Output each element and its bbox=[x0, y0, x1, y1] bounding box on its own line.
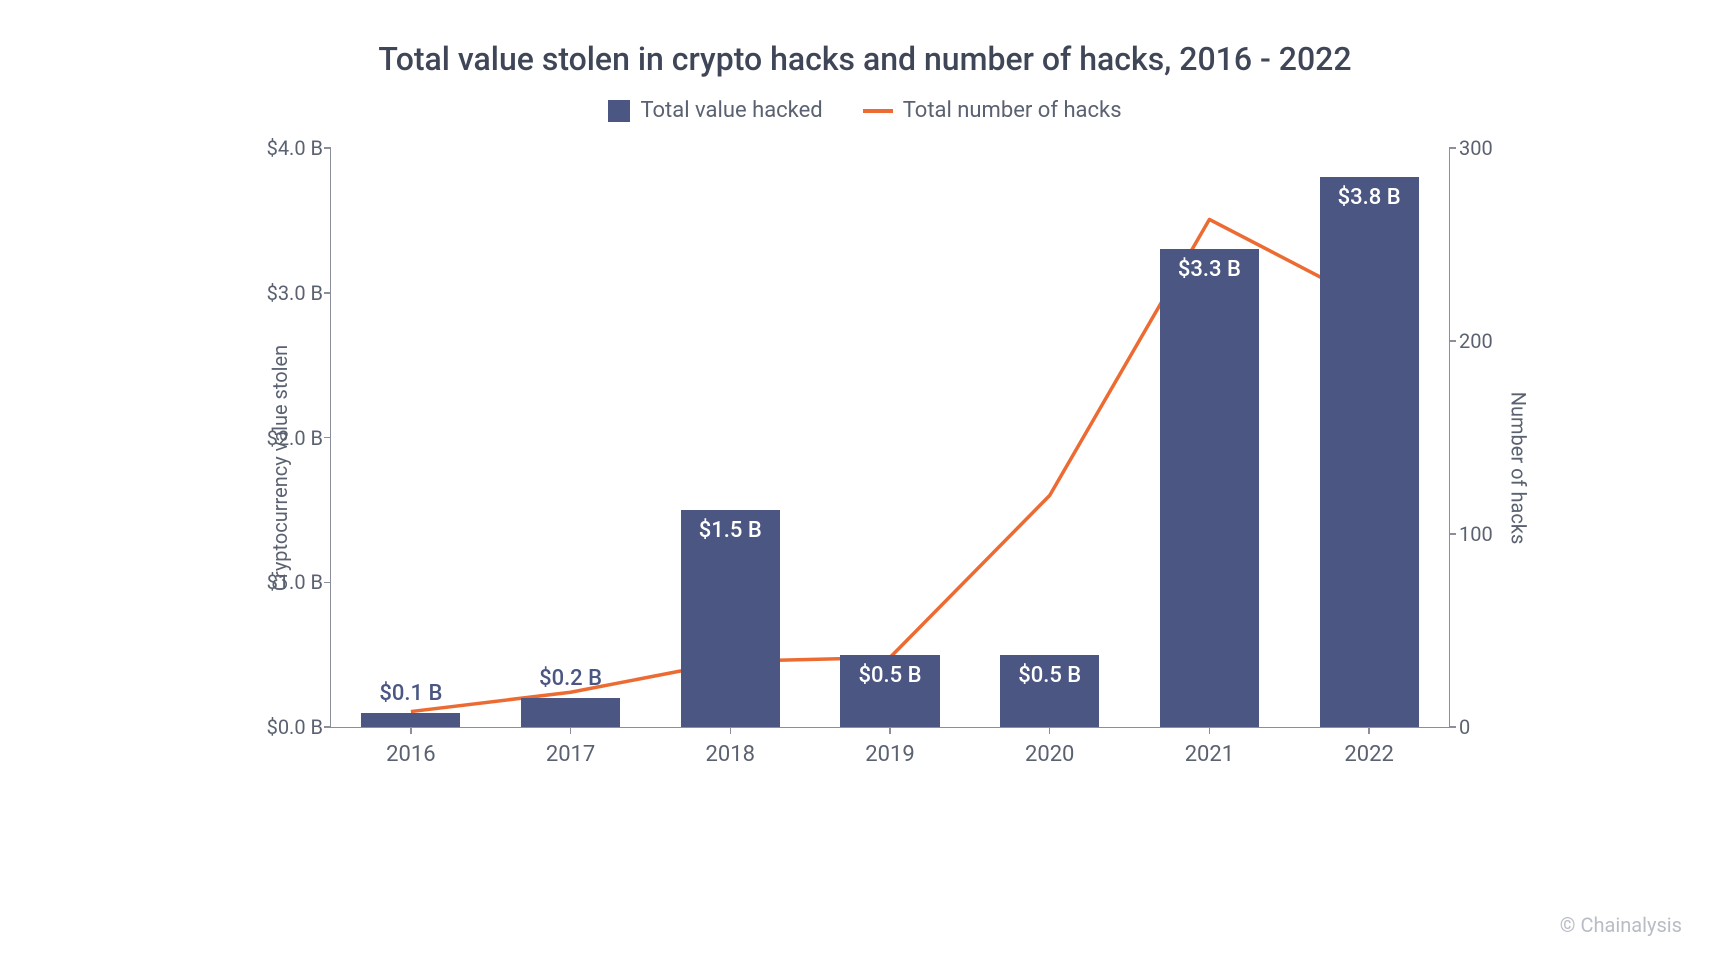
y-left-tick-label: $0.0 B bbox=[253, 715, 323, 739]
bar-value-label: $0.5 B bbox=[840, 663, 939, 688]
legend-bar-label: Total value hacked bbox=[640, 98, 822, 123]
line-overlay bbox=[331, 148, 1449, 727]
y-right-tick-mark bbox=[1449, 533, 1456, 535]
y-left-tick-label: $1.0 B bbox=[253, 570, 323, 594]
y-left-tick-mark bbox=[324, 147, 331, 149]
x-tick-mark bbox=[1368, 727, 1370, 734]
y-right-axis-label: Number of hacks bbox=[1507, 392, 1531, 545]
y-left-tick-label: $4.0 B bbox=[253, 136, 323, 160]
chart-title: Total value stolen in crypto hacks and n… bbox=[130, 40, 1600, 78]
x-tick-mark bbox=[889, 727, 891, 734]
bar: $0.5 B bbox=[840, 655, 939, 727]
bar: $0.2 B bbox=[521, 698, 620, 727]
legend-line-label: Total number of hacks bbox=[903, 98, 1122, 123]
y-right-tick-mark bbox=[1449, 726, 1456, 728]
bar-value-label: $0.2 B bbox=[521, 666, 620, 691]
y-right-tick-label: 300 bbox=[1459, 136, 1509, 160]
plot-area: $0.0 B$1.0 B$2.0 B$3.0 B$4.0 B0100200300… bbox=[330, 148, 1450, 728]
y-left-axis-label: Cryptocurrency value stolen bbox=[268, 345, 292, 591]
y-left-tick-mark bbox=[324, 437, 331, 439]
y-left-tick-label: $2.0 B bbox=[253, 426, 323, 450]
x-tick-label: 2021 bbox=[1185, 742, 1234, 767]
x-tick-mark bbox=[1049, 727, 1051, 734]
plot-wrap: Cryptocurrency value stolen Number of ha… bbox=[240, 148, 1520, 788]
legend-bar-swatch bbox=[608, 100, 630, 122]
y-right-tick-label: 0 bbox=[1459, 715, 1509, 739]
y-right-tick-label: 200 bbox=[1459, 329, 1509, 353]
y-right-tick-mark bbox=[1449, 340, 1456, 342]
bar-value-label: $3.3 B bbox=[1160, 257, 1259, 282]
y-left-tick-mark bbox=[324, 726, 331, 728]
x-tick-mark bbox=[730, 727, 732, 734]
x-tick-mark bbox=[1209, 727, 1211, 734]
bar: $0.1 B bbox=[361, 713, 460, 727]
bar: $3.3 B bbox=[1160, 249, 1259, 727]
x-tick-label: 2022 bbox=[1344, 742, 1393, 767]
x-tick-mark bbox=[410, 727, 412, 734]
bar-value-label: $0.5 B bbox=[1000, 663, 1099, 688]
x-tick-mark bbox=[570, 727, 572, 734]
chart-container: Total value stolen in crypto hacks and n… bbox=[130, 40, 1600, 880]
legend-item-line: Total number of hacks bbox=[863, 98, 1122, 123]
x-tick-label: 2017 bbox=[546, 742, 595, 767]
bar: $3.8 B bbox=[1320, 177, 1419, 727]
bar-value-label: $0.1 B bbox=[361, 681, 460, 706]
y-right-tick-mark bbox=[1449, 147, 1456, 149]
legend-line-swatch bbox=[863, 109, 893, 113]
y-right-tick-label: 100 bbox=[1459, 522, 1509, 546]
legend-item-bar: Total value hacked bbox=[608, 98, 822, 123]
bar: $1.5 B bbox=[681, 510, 780, 727]
legend: Total value hacked Total number of hacks bbox=[130, 98, 1600, 123]
bar-value-label: $1.5 B bbox=[681, 518, 780, 543]
y-left-tick-label: $3.0 B bbox=[253, 281, 323, 305]
y-left-tick-mark bbox=[324, 292, 331, 294]
x-tick-label: 2019 bbox=[865, 742, 914, 767]
x-tick-label: 2018 bbox=[706, 742, 755, 767]
bar-value-label: $3.8 B bbox=[1320, 185, 1419, 210]
x-tick-label: 2016 bbox=[386, 742, 435, 767]
credit-text: © Chainalysis bbox=[1560, 913, 1682, 937]
x-tick-label: 2020 bbox=[1025, 742, 1074, 767]
y-left-tick-mark bbox=[324, 582, 331, 584]
bar: $0.5 B bbox=[1000, 655, 1099, 727]
